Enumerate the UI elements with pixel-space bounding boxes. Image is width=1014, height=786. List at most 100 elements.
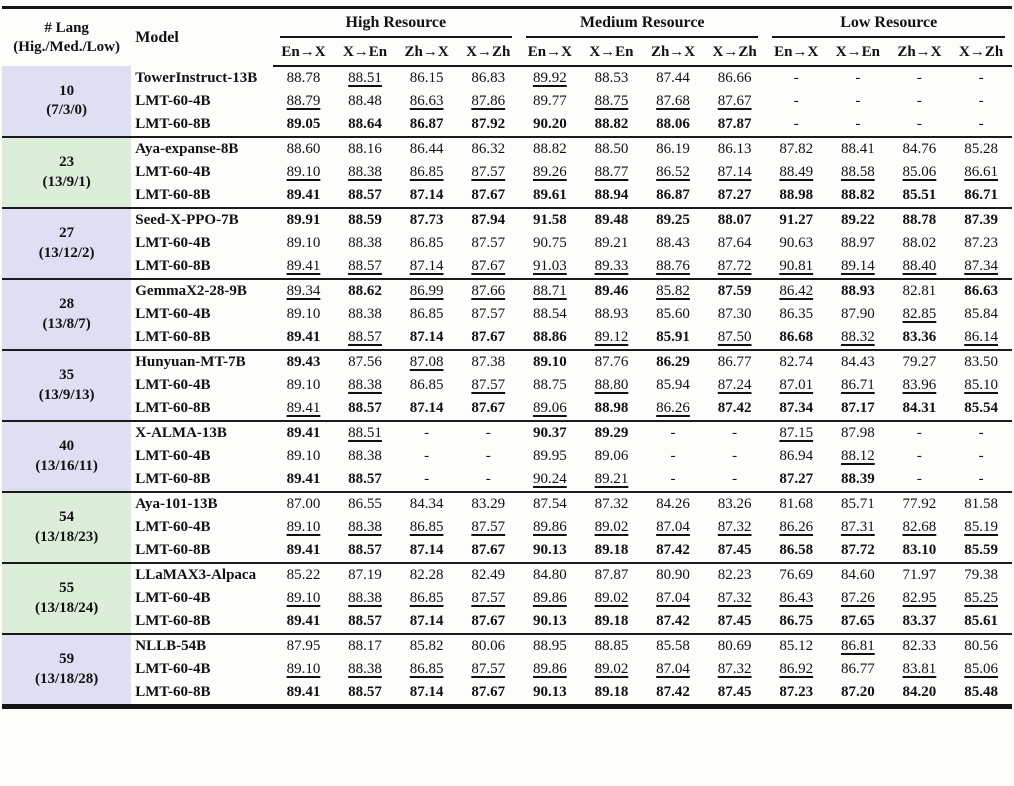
score-cell: 86.85 (409, 164, 444, 180)
score-cell: 87.14 (409, 187, 444, 203)
score-cell: 87.14 (409, 258, 444, 274)
score-cell: 86.63 (409, 93, 444, 109)
score-cell: 85.91 (656, 329, 690, 345)
score-cell: 90.63 (779, 235, 814, 251)
direction-header-en-x: En→X (519, 38, 581, 67)
score-cell: 87.87 (580, 562, 643, 587)
score-cell: 87.87 (717, 116, 752, 132)
lang-count: 40 (59, 438, 75, 454)
score-cell: 88.78 (888, 207, 951, 232)
score-cell: 89.41 (286, 684, 321, 700)
score-cell: 86.71 (964, 187, 998, 203)
score-cell: 89.02 (594, 661, 629, 677)
score-cell: 86.85 (409, 519, 444, 535)
score-cell: 87.04 (656, 519, 690, 535)
score-cell: 88.93 (594, 306, 629, 322)
score-cell: 89.02 (594, 519, 629, 535)
score-cell: 88.51 (334, 420, 396, 445)
score-cell: 87.98 (827, 420, 889, 445)
score-cell: 89.41 (286, 471, 321, 487)
score-cell: 85.10 (964, 377, 998, 393)
score-cell: - (732, 448, 738, 464)
direction-header-x-en: X→En (827, 38, 889, 67)
lang-count: 10 (59, 82, 75, 99)
score-cell: 87.38 (457, 349, 520, 374)
lang-split: (7/3/0) (46, 102, 88, 118)
model-name-cell: GemmaX2-28-9B (131, 278, 273, 303)
score-cell: - (855, 70, 861, 86)
score-cell: 86.26 (656, 400, 690, 416)
score-cell: 89.18 (594, 684, 629, 700)
table-row: LMT-60-4B 89.10 88.38 86.85 87.57 90.75 89.21 8… (2, 232, 1012, 255)
score-cell: - (670, 448, 676, 464)
lang-split: (13/8/7) (42, 315, 91, 332)
score-cell: 84.26 (642, 491, 704, 516)
score-cell: 88.57 (348, 542, 382, 558)
score-cell: 87.95 (272, 633, 335, 658)
score-cell: - (916, 70, 922, 86)
score-cell: - (395, 420, 458, 445)
score-cell: 88.40 (902, 258, 937, 274)
score-cell: 88.82 (519, 136, 581, 161)
score-cell: 71.97 (888, 562, 951, 587)
score-cell: 89.92 (532, 70, 567, 86)
score-cell: 86.29 (642, 349, 704, 374)
score-cell: 86.92 (779, 661, 814, 677)
score-cell: - (916, 471, 922, 487)
score-cell: 89.10 (286, 306, 321, 322)
score-cell: 87.72 (840, 542, 875, 558)
score-cell: 87.34 (964, 258, 998, 274)
direction-header-zh-x: Zh→X (395, 38, 458, 67)
table-row: LMT-60-4B 89.10 88.38 - - 89.95 89.06 - - 86.94 88… (2, 445, 1012, 468)
score-cell: 87.68 (656, 93, 690, 109)
score-cell: 77.92 (888, 491, 951, 516)
score-cell: 87.14 (717, 164, 752, 180)
score-cell: 82.68 (902, 519, 937, 535)
score-cell: 87.42 (656, 684, 690, 700)
score-cell: 89.77 (532, 93, 567, 109)
score-cell: 81.58 (950, 491, 1012, 516)
score-cell: 82.23 (703, 562, 766, 587)
table-header: # Lang (Hig./Med./Low) Model High Resour… (2, 8, 1012, 67)
score-cell: - (793, 116, 799, 132)
score-cell: 85.60 (656, 306, 690, 322)
score-cell: 87.57 (471, 590, 506, 606)
model-name-cell: X-ALMA-13B (131, 420, 273, 445)
model-name-cell: LMT-60-4B (135, 661, 211, 677)
model-name-cell: NLLB-54B (131, 633, 273, 658)
table-row: LMT-60-4B 89.10 88.38 86.85 87.57 89.86 89.02 8… (2, 658, 1012, 681)
score-cell: - (457, 420, 520, 445)
score-cell: 88.97 (840, 235, 875, 251)
score-cell: 88.38 (348, 519, 382, 535)
score-cell: 87.32 (717, 590, 752, 606)
score-cell: - (642, 420, 704, 445)
score-cell: - (670, 471, 676, 487)
score-cell: 87.94 (457, 207, 520, 232)
direction-header-x-zh: X→Zh (457, 38, 520, 67)
score-cell: 89.86 (532, 519, 567, 535)
score-cell: 89.41 (286, 542, 321, 558)
score-cell: 89.41 (286, 258, 321, 274)
score-cell: 87.39 (950, 207, 1012, 232)
lang-count: 23 (59, 154, 75, 170)
score-cell: 84.31 (902, 400, 937, 416)
table-row: LMT-60-4B 89.10 88.38 86.85 87.57 88.54 88.93 8… (2, 303, 1012, 326)
score-cell: 89.10 (286, 164, 321, 180)
lang-count: 27 (59, 225, 75, 241)
score-cell: 88.59 (334, 207, 396, 232)
lang-split: (13/18/24) (34, 599, 99, 616)
model-name-cell: LLaMAX3-Alpaca (131, 562, 273, 587)
score-cell: 86.71 (840, 377, 875, 393)
score-cell: 80.90 (642, 562, 704, 587)
model-name-cell: LMT-60-4B (135, 93, 211, 109)
score-cell: 87.67 (471, 613, 506, 629)
lang-group-cell: 27 (13/12/2) (2, 207, 132, 279)
score-cell: 89.02 (594, 590, 629, 606)
score-cell: 88.16 (334, 136, 396, 161)
score-cell: - (424, 448, 430, 464)
lang-split: (13/18/23) (34, 528, 99, 545)
score-cell: 86.26 (779, 519, 814, 535)
score-cell: 88.50 (580, 136, 643, 161)
score-cell: 85.58 (642, 633, 704, 658)
score-cell: 89.10 (286, 448, 321, 464)
